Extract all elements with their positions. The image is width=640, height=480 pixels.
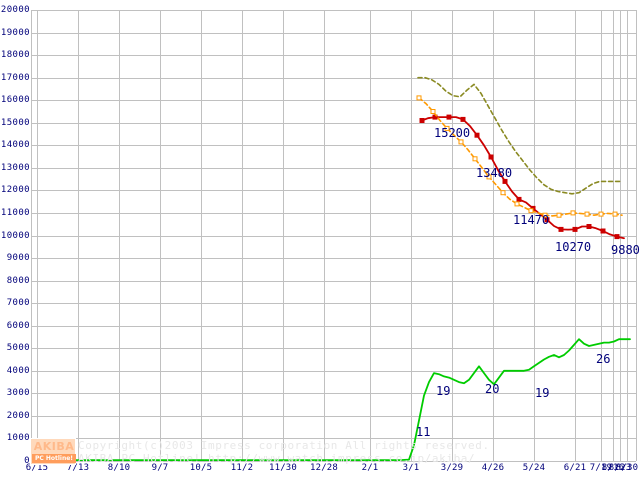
x-axis-tick-label: 5/24 bbox=[522, 463, 546, 473]
data-point-label: 15200 bbox=[434, 126, 471, 140]
y-axis-tick-label: 2000 bbox=[6, 410, 30, 421]
series-marker bbox=[600, 228, 606, 234]
data-point-label: 19 bbox=[535, 386, 550, 400]
data-point-label: 13480 bbox=[476, 166, 513, 180]
series-marker bbox=[488, 154, 494, 160]
data-point-label: 10270 bbox=[555, 240, 592, 254]
series-olive-series bbox=[417, 76, 622, 195]
y-axis-tick-label: 5000 bbox=[6, 343, 30, 354]
y-axis-tick-label: 3000 bbox=[6, 388, 30, 399]
series-marker bbox=[486, 174, 492, 180]
series-marker bbox=[598, 211, 604, 217]
series-marker bbox=[416, 95, 422, 101]
series-lines bbox=[30, 76, 631, 461]
y-axis-tick-label: 7000 bbox=[6, 298, 30, 309]
series-marker bbox=[528, 208, 534, 214]
series-marker bbox=[584, 211, 590, 217]
grid-lines bbox=[31, 10, 637, 462]
y-axis-tick-label: 14000 bbox=[0, 140, 30, 151]
series-marker bbox=[570, 210, 576, 216]
series-marker bbox=[472, 156, 478, 162]
y-axis-tick-label: 4000 bbox=[6, 365, 30, 376]
y-axis-tick-label: 9000 bbox=[6, 253, 30, 264]
akiba-pc-hotline-logo: AKIBA PC Hotline! bbox=[30, 438, 76, 465]
series-path bbox=[417, 76, 622, 195]
y-axis-tick-label: 16000 bbox=[0, 95, 30, 106]
series-marker bbox=[586, 224, 592, 229]
x-axis-tick-label: 8/30 bbox=[615, 463, 639, 473]
y-axis-tick-label: 13000 bbox=[0, 162, 30, 173]
series-marker bbox=[419, 118, 425, 123]
x-axis-tick-label: 3/29 bbox=[440, 463, 464, 473]
series-marker bbox=[458, 139, 464, 145]
logo-subtitle: PC Hotline! bbox=[32, 454, 76, 463]
data-point-label: 9880 bbox=[611, 243, 640, 257]
series-marker bbox=[502, 178, 508, 184]
series-path bbox=[30, 338, 631, 461]
y-axis-tick-label: 19000 bbox=[0, 27, 30, 38]
x-axis-tick-label: 7/19 bbox=[589, 463, 613, 473]
series-marker bbox=[516, 196, 522, 202]
y-axis-tick-label: 6000 bbox=[6, 320, 30, 331]
x-axis-tick-label: 3/1 bbox=[402, 463, 420, 473]
y-axis-tick-label: 11000 bbox=[0, 207, 30, 218]
x-axis-tick-label: 2/1 bbox=[361, 463, 379, 473]
y-axis-tick-label: 1000 bbox=[6, 433, 30, 444]
series-marker bbox=[556, 212, 562, 218]
x-axis-tick-label: 7/13 bbox=[66, 463, 90, 473]
y-axis-tick-label: 20000 bbox=[0, 5, 30, 15]
data-point-label: 20 bbox=[485, 382, 500, 396]
series-marker bbox=[572, 226, 578, 232]
series-marker bbox=[460, 116, 466, 122]
y-axis-tick-label: 10000 bbox=[0, 230, 30, 241]
x-axis-tick-label: 12/28 bbox=[309, 463, 339, 473]
x-axis-tick-label: 8/23 bbox=[608, 463, 632, 473]
series-green-series bbox=[30, 338, 631, 461]
y-axis-tick-label: 18000 bbox=[0, 50, 30, 61]
series-marker bbox=[446, 114, 452, 120]
x-axis-tick-label: 8/10 bbox=[107, 463, 131, 473]
series-marker bbox=[430, 109, 436, 114]
x-axis-tick-label: 9/7 bbox=[151, 463, 169, 473]
x-axis-tick-label: 6/15 bbox=[25, 463, 49, 473]
data-point-label: 11 bbox=[416, 425, 431, 439]
y-axis-tick-label: 8000 bbox=[6, 275, 30, 286]
x-axis-tick-label: 6/21 bbox=[563, 463, 587, 473]
series-marker bbox=[444, 125, 450, 131]
x-axis-tick-label: 11/30 bbox=[268, 463, 298, 473]
x-axis-tick-label: 8/16 bbox=[601, 463, 625, 473]
series-marker bbox=[614, 234, 620, 240]
data-point-label: 19 bbox=[436, 384, 451, 398]
logo-title: AKIBA bbox=[33, 440, 75, 453]
series-marker bbox=[612, 211, 618, 217]
series-red-series bbox=[419, 114, 625, 240]
y-axis-tick-label: 17000 bbox=[0, 72, 30, 83]
series-marker bbox=[558, 226, 564, 232]
series-marker bbox=[514, 201, 520, 207]
series-orange-series bbox=[416, 95, 623, 218]
series-marker bbox=[474, 132, 480, 138]
data-point-label: 11470 bbox=[513, 213, 550, 227]
y-axis-tick-label: 15000 bbox=[0, 117, 30, 128]
series-marker bbox=[542, 212, 548, 218]
data-point-label: 26 bbox=[596, 352, 611, 366]
x-axis-tick-label: 4/26 bbox=[481, 463, 505, 473]
x-axis-tick-label: 11/2 bbox=[230, 463, 254, 473]
series-marker bbox=[500, 190, 506, 196]
y-axis-tick-label: 0 bbox=[24, 456, 30, 466]
x-axis-tick-label: 10/5 bbox=[189, 463, 213, 473]
y-axis-tick-label: 12000 bbox=[0, 185, 30, 196]
